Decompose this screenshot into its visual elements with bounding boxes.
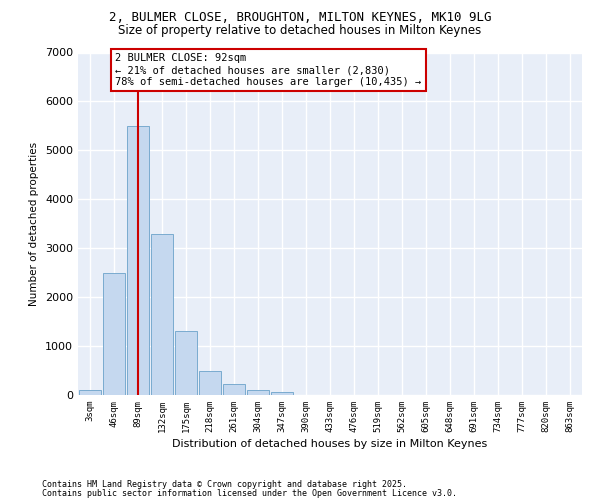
Bar xyxy=(247,390,269,395)
Text: 2, BULMER CLOSE, BROUGHTON, MILTON KEYNES, MK10 9LG: 2, BULMER CLOSE, BROUGHTON, MILTON KEYNE… xyxy=(109,11,491,24)
Bar xyxy=(151,234,173,395)
Bar xyxy=(127,126,149,395)
Bar xyxy=(103,272,125,395)
X-axis label: Distribution of detached houses by size in Milton Keynes: Distribution of detached houses by size … xyxy=(172,439,488,449)
Text: Size of property relative to detached houses in Milton Keynes: Size of property relative to detached ho… xyxy=(118,24,482,37)
Text: Contains public sector information licensed under the Open Government Licence v3: Contains public sector information licen… xyxy=(42,488,457,498)
Bar xyxy=(223,384,245,395)
Y-axis label: Number of detached properties: Number of detached properties xyxy=(29,142,40,306)
Text: Contains HM Land Registry data © Crown copyright and database right 2025.: Contains HM Land Registry data © Crown c… xyxy=(42,480,407,489)
Bar xyxy=(175,332,197,395)
Bar xyxy=(271,392,293,395)
Text: 2 BULMER CLOSE: 92sqm
← 21% of detached houses are smaller (2,830)
78% of semi-d: 2 BULMER CLOSE: 92sqm ← 21% of detached … xyxy=(115,54,421,86)
Bar xyxy=(79,390,101,395)
Bar xyxy=(199,370,221,395)
